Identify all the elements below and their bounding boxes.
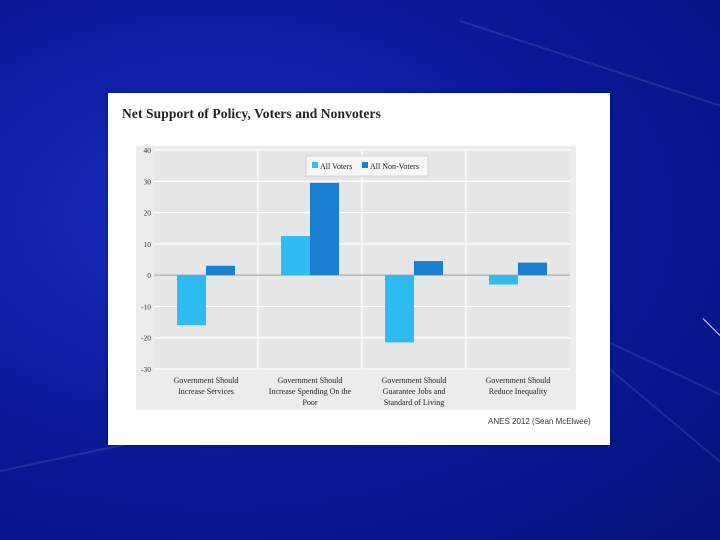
source-note: ANES 2012 (Sean McElwee) — [488, 417, 591, 426]
chart-card: Net Support of Policy, Voters and Nonvot… — [108, 93, 610, 445]
chart-title: Net Support of Policy, Voters and Nonvot… — [122, 106, 381, 121]
decorative-line — [702, 318, 720, 336]
